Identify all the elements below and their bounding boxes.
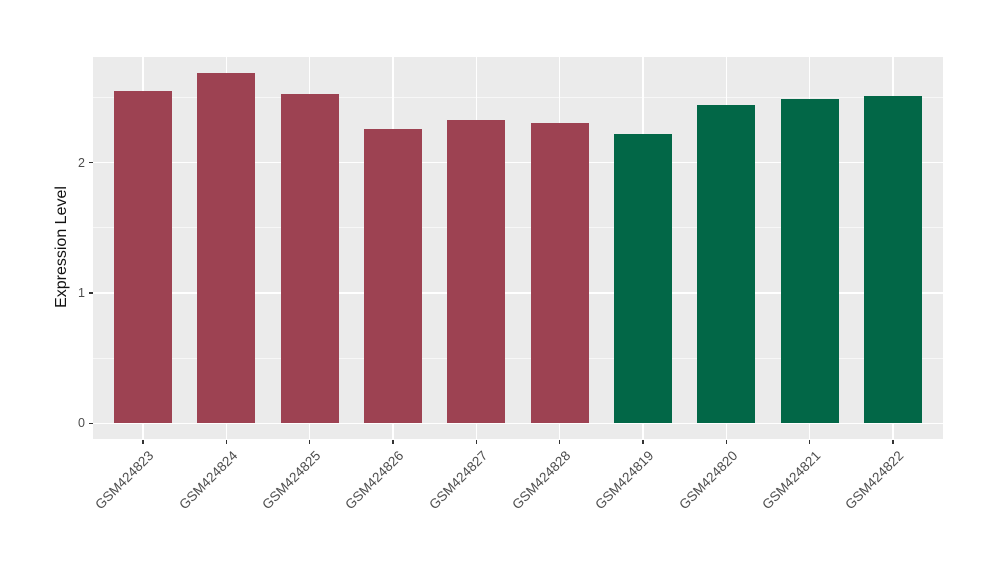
- x-tick-mark: [559, 439, 561, 444]
- bar: [697, 105, 756, 424]
- gridline-minor: [93, 227, 943, 229]
- bar: [863, 96, 923, 424]
- bar: [363, 128, 423, 424]
- bar: [447, 119, 506, 424]
- x-tick-label: GSM424819: [592, 448, 657, 513]
- x-tick-mark: [225, 439, 227, 444]
- gridline-minor: [93, 96, 943, 98]
- bar: [280, 93, 339, 424]
- x-tick-mark: [392, 439, 394, 444]
- x-tick-mark: [725, 439, 727, 444]
- y-tick-mark: [88, 422, 93, 424]
- x-tick-label: GSM424827: [425, 448, 490, 513]
- x-tick-label: GSM424824: [175, 448, 240, 513]
- x-tick-label: GSM424825: [259, 448, 324, 513]
- x-tick-mark: [642, 439, 644, 444]
- y-tick-label: 1: [78, 285, 85, 300]
- x-tick-mark: [809, 439, 811, 444]
- x-tick-label: GSM424828: [509, 448, 574, 513]
- x-tick-mark: [475, 439, 477, 444]
- x-tick-label: GSM424826: [342, 448, 407, 513]
- y-tick-label: 2: [78, 155, 85, 170]
- gridline-major: [93, 292, 943, 294]
- plot-panel: [93, 57, 943, 439]
- x-tick-label: GSM424820: [675, 448, 740, 513]
- x-tick-label: GSM424823: [92, 448, 157, 513]
- bar: [780, 98, 839, 424]
- y-tick-mark: [88, 292, 93, 294]
- bar: [613, 133, 673, 424]
- bar: [113, 90, 173, 424]
- x-tick-label: GSM424822: [842, 448, 907, 513]
- y-tick-label: 0: [78, 416, 85, 431]
- gridline-major: [93, 422, 943, 425]
- x-tick-mark: [309, 439, 311, 444]
- x-tick-mark: [142, 439, 144, 444]
- gridline-major: [93, 161, 943, 164]
- x-tick-label: GSM424821: [759, 448, 824, 513]
- y-tick-mark: [88, 162, 93, 164]
- gridline-minor: [93, 357, 943, 359]
- bar: [197, 72, 256, 424]
- bar: [530, 123, 589, 424]
- x-tick-mark: [892, 439, 894, 444]
